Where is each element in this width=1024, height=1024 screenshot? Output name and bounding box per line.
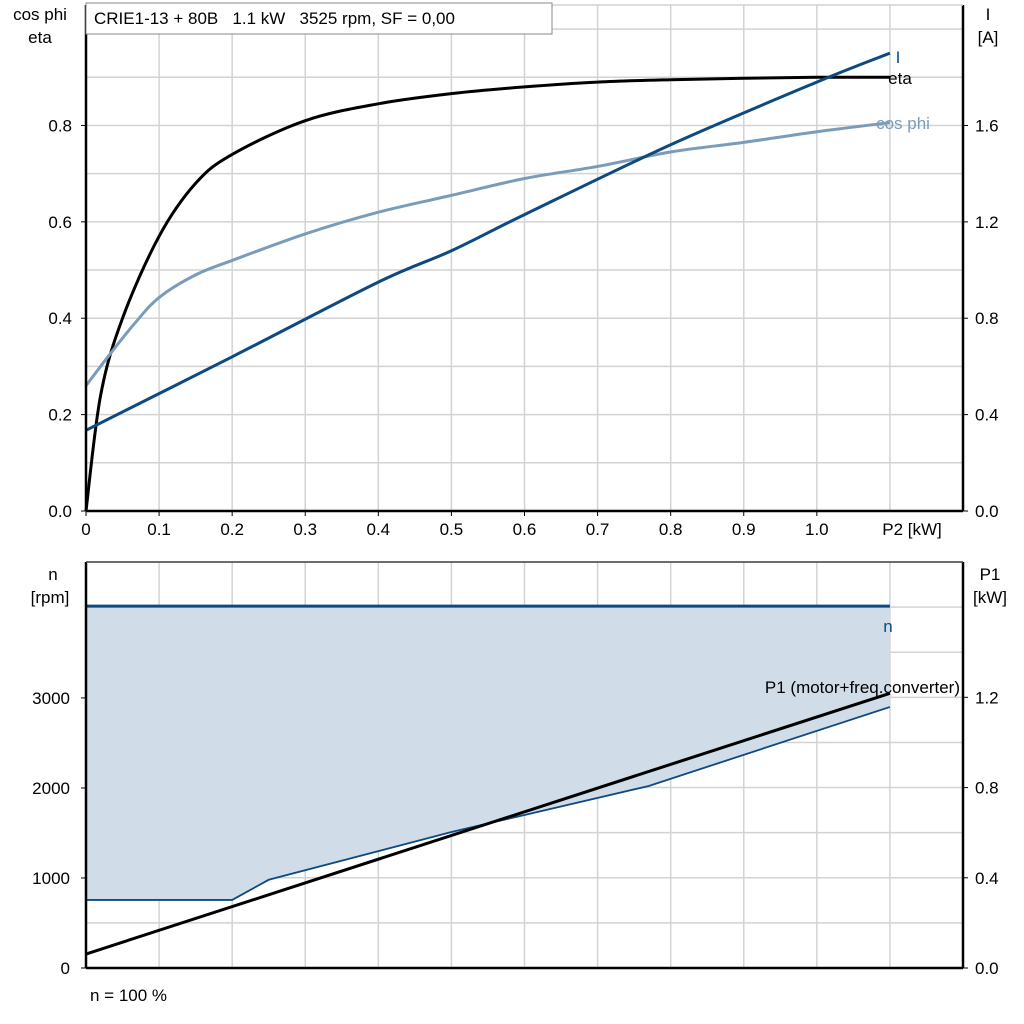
x-tick-label: 0.8 [659, 520, 683, 539]
eta-curve [84, 75, 890, 512]
y-left-tick-label: 1000 [32, 869, 70, 888]
y-left-tick-label: 0.0 [48, 502, 72, 521]
speed-range-area [86, 606, 890, 900]
p1-line [85, 691, 891, 956]
top-right-axis-label-1: I [986, 5, 991, 24]
title-box [85, 2, 553, 35]
y-right-tick-label: 0.8 [975, 779, 999, 798]
y-right-tick-label: 0.4 [975, 406, 999, 425]
legend-label-cos-phi: cos phi [876, 114, 930, 133]
cos-phi-curve [84, 121, 891, 387]
legend-label-n: n [883, 617, 892, 636]
chart-labels: 0 0.1 0.2 0.3 0.4 0.5 0.6 0.7 0.8 0.9 1.0 0.0 0.2 0.4… [32, 116, 998, 978]
y-left-tick-label: 0.6 [48, 213, 72, 232]
x-tick-label: 0.6 [513, 520, 537, 539]
chart-marks [84, 51, 891, 956]
x-axis-label: P2 [kW] [882, 520, 942, 539]
x-tick-label: 0.5 [440, 520, 464, 539]
x-tick-label: 1.0 [805, 520, 829, 539]
legend-label-i: I [896, 48, 901, 67]
chart-title: CRIE1-13 + 80B 1.1 kW 3525 rpm, SF = 0,0… [94, 9, 455, 28]
legend-label-eta: eta [888, 69, 912, 88]
x-tick-label: 0 [81, 520, 90, 539]
y-left-tick-label: 0.2 [48, 406, 72, 425]
y-right-tick-label: 1.2 [975, 213, 999, 232]
bottom-right-axis-label-1: P1 [980, 565, 1001, 584]
y-right-tick-label: 0.8 [975, 309, 999, 328]
current-curve [85, 51, 891, 432]
y-left-tick-label: 2000 [32, 779, 70, 798]
y-right-tick-label: 0.0 [975, 502, 999, 521]
top-left-axis-label-1: cos phi [13, 5, 67, 24]
x-tick-label: 0.1 [147, 520, 171, 539]
top-right-axis-label-2: [A] [978, 28, 999, 47]
y-right-tick-label: 1.2 [975, 688, 999, 707]
x-tick-label: 0.3 [293, 520, 317, 539]
bottom-right-axis-label-2: [kW] [973, 588, 1007, 607]
top-chart-grid [86, 5, 963, 511]
y-right-tick-label: 0.4 [975, 869, 999, 888]
y-right-tick-label: 1.6 [975, 116, 999, 135]
y-right-tick-label: 0.0 [975, 959, 999, 978]
bottom-left-axis-label-2: [rpm] [31, 588, 70, 607]
y-left-tick-label: 0 [61, 959, 70, 978]
y-left-tick-label: 0.4 [48, 309, 72, 328]
bottom-left-axis-label-1: n [48, 565, 57, 584]
speed-min-line [86, 706, 891, 901]
y-left-tick-label: 3000 [32, 689, 70, 708]
footnote: n = 100 % [90, 986, 167, 1005]
x-tick-label: 0.9 [732, 520, 756, 539]
x-tick-label: 0.4 [367, 520, 391, 539]
y-left-tick-label: 0.8 [48, 116, 72, 135]
x-tick-label: 0.7 [586, 520, 610, 539]
legend-label-p1: P1 (motor+freq.converter) [765, 678, 960, 697]
top-left-axis-label-2: eta [28, 28, 52, 47]
x-tick-label: 0.2 [220, 520, 244, 539]
